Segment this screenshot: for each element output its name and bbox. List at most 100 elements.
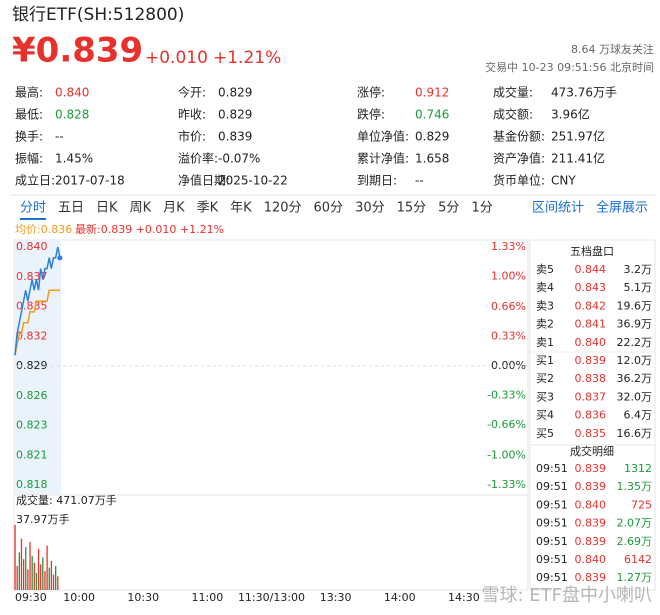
- y-tick-label: 0.829: [16, 359, 48, 372]
- order-book-title: 五档盘口: [570, 244, 614, 258]
- trade-volume: 6142: [624, 553, 652, 566]
- watermark: 雪球: ETF盘中小喇叭: [481, 585, 652, 606]
- order-side: 买5: [536, 427, 554, 440]
- status: 交易中 10-23 09:51:56 北京时间: [485, 60, 654, 74]
- order-volume: 19.6万: [617, 299, 653, 312]
- order-side: 买3: [536, 390, 554, 403]
- tab[interactable]: 五日: [58, 201, 84, 216]
- stat-value: 0.828: [55, 108, 89, 122]
- trade-time: 09:51: [536, 571, 568, 584]
- tab[interactable]: 120分: [264, 201, 302, 216]
- stat-value: 0.829: [218, 108, 252, 122]
- stat-value: 211.41亿: [551, 151, 605, 166]
- x-tick-label: 14:00: [384, 591, 416, 604]
- stat-label: 资产净值:: [493, 151, 545, 166]
- tab[interactable]: 1分: [471, 201, 492, 216]
- avg-line: [14, 289, 60, 356]
- order-price: 0.836: [575, 409, 607, 422]
- order-volume: 6.4万: [624, 409, 653, 422]
- stat-value: --: [55, 130, 64, 144]
- stat-label: 溢价率:: [178, 151, 218, 166]
- stat-value: CNY: [551, 174, 576, 188]
- tool[interactable]: 全屏展示: [596, 200, 648, 216]
- volume-bar: [31, 555, 33, 590]
- order-price: 0.841: [575, 318, 607, 331]
- stat-value: 2017-07-18: [55, 174, 125, 188]
- stat-value: 1.45%: [55, 152, 93, 166]
- order-side: 卖3: [536, 299, 554, 312]
- order-volume: 22.2万: [617, 336, 653, 349]
- trade-time: 09:51: [536, 517, 568, 530]
- tab[interactable]: 年K: [230, 201, 252, 216]
- volume-bar: [42, 557, 44, 590]
- stat-label: 成交额:: [493, 107, 533, 122]
- title: 银行ETF(SH:512800): [12, 5, 184, 25]
- trade-price: 0.840: [575, 498, 607, 511]
- y2-tick-label: 0.66%: [491, 300, 526, 313]
- tab[interactable]: 15分: [397, 201, 427, 216]
- trade-price: 0.839: [575, 535, 607, 548]
- order-volume: 16.6万: [617, 427, 653, 440]
- trade-time: 09:51: [536, 553, 568, 566]
- tab[interactable]: 5分: [438, 201, 459, 216]
- price-line: [14, 246, 61, 356]
- volume-bar: [46, 545, 48, 590]
- stat-label: 振幅:: [15, 151, 43, 166]
- stat-label: 单位净值:: [357, 129, 409, 144]
- stat-label: 货币单位:: [493, 173, 545, 188]
- volume-bar: [50, 560, 53, 590]
- y2-tick-label: -1.00%: [487, 448, 526, 461]
- order-side: 卖2: [536, 318, 554, 331]
- trade-volume: 2.07万: [617, 517, 653, 530]
- order-side: 买4: [536, 409, 554, 422]
- y-tick-label: 0.840: [16, 240, 48, 253]
- stat-label: 累计净值:: [357, 151, 409, 166]
- followers: 8.64 万球友关注: [571, 42, 654, 56]
- trade-price: 0.839: [575, 480, 607, 493]
- volume-bar: [20, 538, 23, 590]
- y2-tick-label: 1.00%: [491, 270, 526, 283]
- volume-bar: [14, 525, 16, 590]
- tab[interactable]: 30分: [355, 201, 385, 216]
- x-tick-label: 14:30: [448, 591, 480, 604]
- trade-volume: 725: [631, 498, 652, 511]
- volume-bar: [55, 566, 57, 590]
- volume-bar: [33, 562, 35, 590]
- stat-label: 涨停:: [357, 85, 385, 100]
- stat-label: 换手:: [15, 130, 43, 144]
- volume-bar: [18, 552, 20, 590]
- tab[interactable]: 分时: [20, 201, 46, 216]
- y-tick-label: 0.826: [16, 389, 48, 402]
- order-price: 0.839: [575, 354, 607, 367]
- stat-value: --: [415, 174, 424, 188]
- volume-bar: [57, 576, 59, 590]
- tool[interactable]: 区间统计: [532, 201, 584, 216]
- tab[interactable]: 月K: [163, 201, 185, 216]
- tab[interactable]: 60分: [314, 201, 344, 216]
- trade-volume: 2.69万: [617, 535, 653, 548]
- tab[interactable]: 日K: [96, 201, 118, 216]
- stat-value: 0.829: [218, 86, 252, 100]
- order-side: 卖4: [536, 281, 554, 294]
- stat-value: 473.76万手: [551, 86, 617, 100]
- volume-bar: [52, 574, 55, 590]
- stat-value: 251.97亿: [551, 129, 605, 144]
- stat-value: 1.658: [415, 152, 449, 166]
- y2-tick-label: -0.33%: [487, 389, 526, 402]
- stat-value: 0.840: [55, 86, 89, 100]
- stat-label: 到期日:: [357, 174, 397, 188]
- y2-tick-label: -0.66%: [487, 418, 526, 431]
- tab[interactable]: 周K: [130, 201, 152, 216]
- stat-label: 成立日:: [15, 173, 55, 188]
- trade-volume: 1.35万: [617, 480, 653, 493]
- order-side: 卖5: [536, 263, 554, 276]
- order-price: 0.837: [575, 390, 607, 403]
- stat-label: 净值日期:: [178, 173, 230, 188]
- price: ¥0.839: [12, 31, 143, 71]
- stat-value: -0.07%: [218, 152, 260, 166]
- order-price: 0.835: [575, 427, 607, 440]
- tab[interactable]: 季K: [197, 201, 219, 216]
- stat-label: 最高:: [15, 85, 43, 100]
- stat-label: 基金份额:: [493, 129, 545, 144]
- order-side: 买2: [536, 372, 554, 385]
